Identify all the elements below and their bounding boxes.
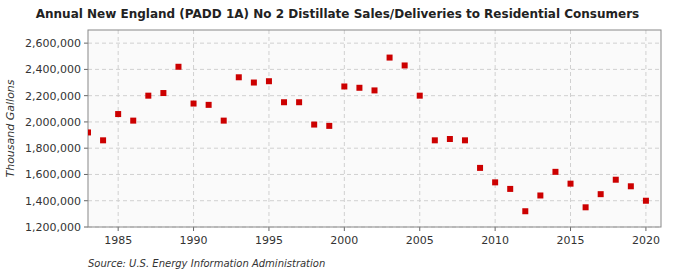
x-tick-label: 1990 — [180, 234, 208, 247]
x-grid-line — [419, 30, 420, 227]
point — [88, 129, 91, 135]
point — [145, 93, 151, 99]
x-grid-line — [268, 30, 269, 227]
y-tick-label: 1,600,000 — [25, 168, 81, 181]
point — [100, 137, 106, 143]
point — [537, 192, 543, 198]
y-tick — [84, 69, 88, 70]
point — [311, 122, 317, 128]
y-tick-label: 2,400,000 — [25, 63, 81, 76]
y-tick — [84, 174, 88, 175]
x-grid-line — [645, 30, 646, 227]
point — [160, 90, 166, 96]
y-grid-line — [88, 121, 661, 122]
point — [281, 99, 287, 105]
point — [191, 101, 197, 107]
point — [628, 183, 634, 189]
x-grid-line — [118, 30, 119, 227]
point — [598, 191, 604, 197]
point — [552, 169, 558, 175]
point — [613, 177, 619, 183]
y-tick — [84, 148, 88, 149]
x-tick — [419, 227, 420, 231]
y-grid-line — [88, 148, 661, 149]
point — [236, 74, 242, 80]
x-tick — [344, 227, 345, 231]
source-note: Source: U.S. Energy Information Administ… — [88, 258, 325, 269]
point — [477, 165, 483, 171]
chart: 1,200,000 1,400,000 1,600,000 1,800,000 2,00… — [0, 0, 675, 275]
point — [130, 118, 136, 124]
y-tick-label: 2,200,000 — [25, 90, 81, 103]
point — [507, 186, 513, 192]
x-tick-label: 2010 — [481, 234, 509, 247]
x-tick — [570, 227, 571, 231]
x-grid-line — [193, 30, 194, 227]
title: Annual New England (PADD 1A) No 2 Distil… — [36, 7, 639, 21]
point — [387, 55, 393, 61]
axes: 1,200,000 1,400,000 1,600,000 1,800,000 2,00… — [25, 30, 661, 247]
y-tick-label: 1,200,000 — [25, 221, 81, 234]
point — [175, 64, 181, 70]
x-tick-label: 2005 — [406, 234, 434, 247]
y-grid-line — [88, 174, 661, 175]
point — [221, 118, 227, 124]
x-tick-label: 1995 — [255, 234, 283, 247]
y-tick — [84, 200, 88, 201]
x-grid-line — [495, 30, 496, 227]
point — [402, 62, 408, 68]
plot-background — [88, 30, 661, 227]
point — [522, 208, 528, 214]
point — [266, 78, 272, 84]
x-tick-label: 2000 — [330, 234, 358, 247]
y-tick — [84, 43, 88, 44]
point — [583, 204, 589, 210]
x-tick — [268, 227, 269, 231]
points — [88, 55, 649, 215]
point — [417, 93, 423, 99]
x-tick — [118, 227, 119, 231]
x-tick-label: 1985 — [104, 234, 132, 247]
point — [568, 181, 574, 187]
y-tick — [84, 95, 88, 96]
y-grid-line — [88, 43, 661, 44]
point — [462, 137, 468, 143]
y-tick-label: 1,800,000 — [25, 142, 81, 155]
point — [447, 136, 453, 142]
point — [492, 179, 498, 185]
point — [643, 198, 649, 204]
point — [296, 99, 302, 105]
y-tick-label: 1,400,000 — [25, 195, 81, 208]
point — [356, 85, 362, 91]
y-tick — [84, 227, 88, 228]
x-grid-line — [344, 30, 345, 227]
point — [326, 123, 332, 129]
x-grid-line — [570, 30, 571, 227]
x-tick-label: 2015 — [557, 234, 585, 247]
x-tick — [193, 227, 194, 231]
point — [206, 102, 212, 108]
point — [372, 87, 378, 93]
plot-frame — [88, 30, 661, 227]
point — [251, 80, 257, 86]
grid — [88, 30, 661, 227]
y-tick-label: 2,000,000 — [25, 116, 81, 129]
x-tick — [495, 227, 496, 231]
point — [432, 137, 438, 143]
y-tick-label: 2,600,000 — [25, 37, 81, 50]
y-grid-line — [88, 200, 661, 201]
x-tick — [645, 227, 646, 231]
y-grid-line — [88, 69, 661, 70]
point — [341, 83, 347, 89]
x-tick-label: 2020 — [632, 234, 660, 247]
y-axis-label: Thousand Gallons — [4, 79, 17, 177]
point — [115, 111, 121, 117]
y-tick — [84, 121, 88, 122]
y-grid-line — [88, 95, 661, 96]
